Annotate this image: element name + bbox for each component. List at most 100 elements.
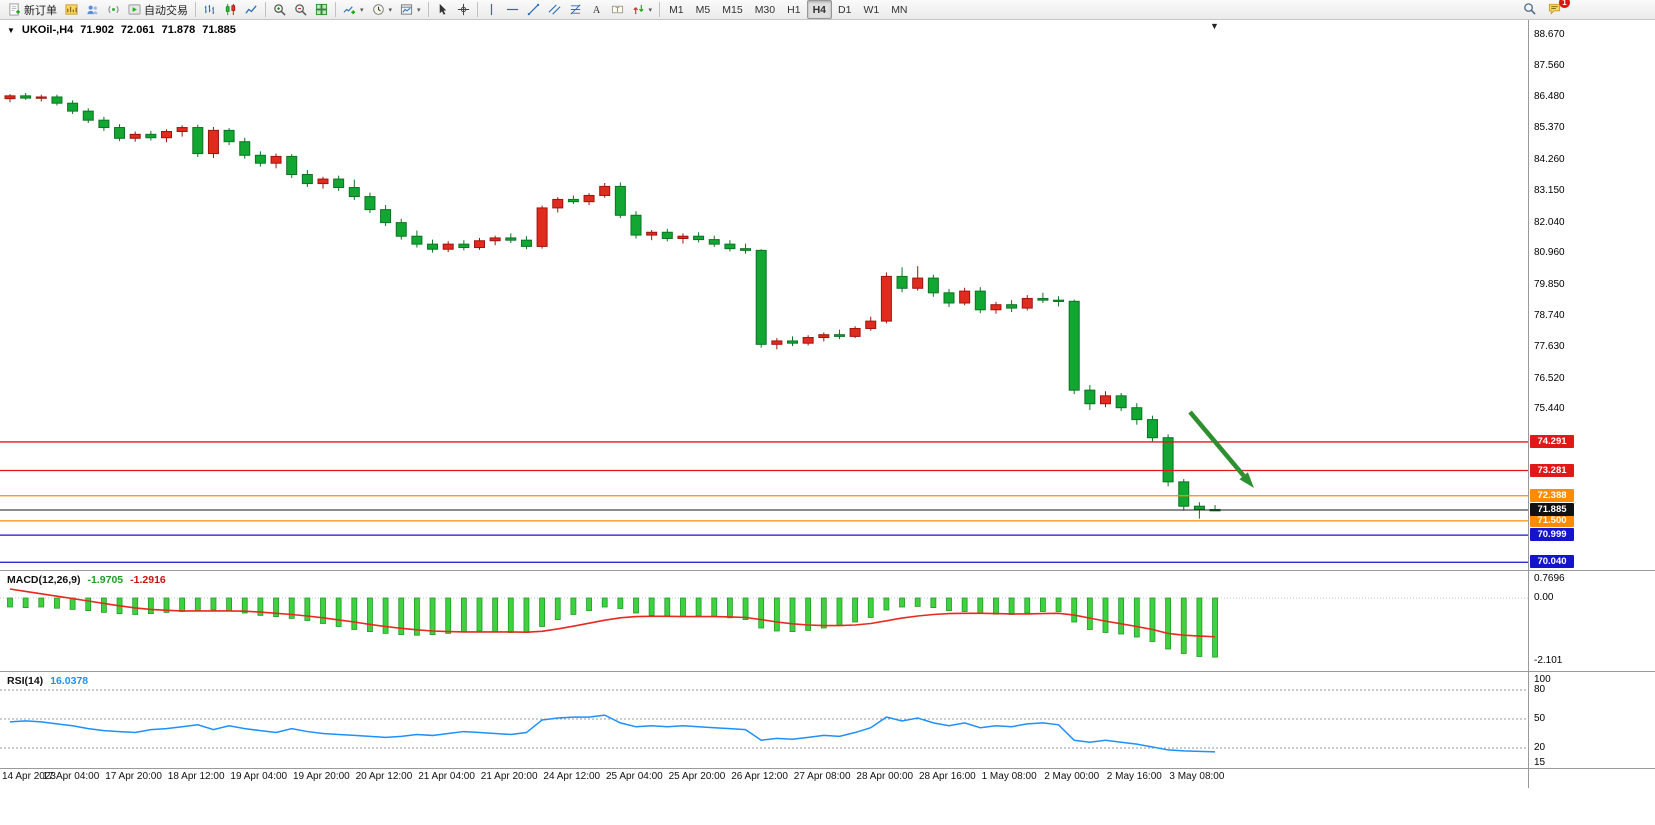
broadcast-button[interactable] [103,0,124,20]
timeframe-M30[interactable]: M30 [754,3,776,16]
price-chart[interactable] [0,20,1528,570]
candle-body [1084,389,1096,405]
candlestick-button[interactable] [220,0,241,20]
time-axis-label: 14 Apr 2023 [2,771,56,782]
timeframe-H4[interactable]: H4 [806,0,832,19]
price-scale-label: 83.150 [1534,185,1565,197]
time-axis[interactable]: 14 Apr 2023 17 Apr 04:00 17 Apr 20:00 18 Ap… [0,769,1528,788]
candle-body [207,129,219,155]
candle-body [20,95,32,99]
rsi-panel[interactable] [0,672,1528,768]
candle-body [98,119,110,129]
trendline-button[interactable] [523,0,544,20]
label-button[interactable]: T [607,0,628,20]
time-axis-label: 26 Apr 12:00 [731,771,788,782]
autotrade-button[interactable]: 自动交易 [124,0,192,20]
candle-body [286,155,298,176]
price-scale-label: 77.630 [1534,341,1565,353]
candle-body [1053,299,1065,302]
template-icon [400,3,413,16]
timeframe-H1[interactable]: H1 [787,3,801,16]
crosshair-button[interactable] [453,0,474,20]
new-order-icon [8,3,21,16]
candle-body [411,235,423,245]
timeframe-D1[interactable]: D1 [838,3,852,16]
autotrade-icon [128,3,141,16]
fibonacci-button[interactable] [565,0,586,20]
chart-shift-marker[interactable]: ▼ [1210,21,1219,31]
timeframe-MN[interactable]: MN [891,3,908,16]
arrow-tools-icon [632,3,645,16]
macd-scale-label: -2.101 [1534,655,1563,666]
vertical-line-button[interactable] [481,0,502,20]
candle-body [771,340,783,345]
text-button[interactable]: A [586,0,607,20]
timeframe-M5[interactable]: M5 [695,3,711,16]
candle-body [552,198,564,209]
time-axis-label: 19 Apr 20:00 [293,771,350,782]
candle-body [489,237,501,242]
tile-windows-icon [315,3,328,16]
search-button[interactable] [1519,0,1540,19]
candle-body [787,340,798,344]
candle-body [270,155,282,164]
period-button[interactable]: ▾ [368,0,397,20]
price-scale-label: 79.850 [1534,278,1565,290]
candle-body [51,96,63,104]
candle-body [192,127,204,155]
price-scale-label: 87.560 [1534,60,1565,72]
timeframe-W1[interactable]: W1 [863,3,880,16]
symbol-expander-icon[interactable]: ▼ [7,25,15,35]
candle-body [630,214,642,236]
macd-panel[interactable] [0,571,1528,671]
template-button[interactable]: ▾ [396,0,425,20]
price-scale-label: 76.520 [1534,372,1565,384]
bar-chart-button[interactable] [199,0,220,20]
candle-body [693,235,705,241]
price-scale-label: 84.260 [1534,153,1565,165]
panel-separator[interactable] [0,671,1655,672]
dropdown-caret-icon: ▾ [388,6,393,14]
equidistant-channel-icon [548,3,561,16]
line-chart-button[interactable] [241,0,262,20]
macd-scale-label: 0.7696 [1534,573,1565,584]
timeframe-M1[interactable]: M1 [669,3,684,16]
autotrade-label: 自动交易 [144,4,188,17]
candle-body [818,334,830,339]
candle-body [129,133,141,139]
horizontal-line-icon [506,3,519,16]
candle-body [442,243,454,250]
ohlc-low: 71.878 [161,24,196,36]
rsi-scale-label: 50 [1534,713,1546,724]
candle-body [974,290,986,311]
candle-body [317,178,329,185]
time-axis-label: 2 May 00:00 [1044,771,1100,782]
toolbar-separator [195,2,196,17]
dropdown-caret-icon: ▾ [648,6,653,14]
candle-body [646,231,658,236]
cursor-button[interactable] [432,0,453,20]
indicators-button[interactable]: ▾ [339,0,368,20]
candle-body [1021,297,1033,309]
arrow-annotation[interactable] [1188,410,1254,488]
equidistant-channel-button[interactable] [544,0,565,20]
broadcast-icon [107,3,120,16]
timeframe-M15[interactable]: M15 [722,3,743,16]
candle-body [520,239,532,247]
zoom-in-button[interactable] [269,0,290,20]
candle-body [1100,395,1111,405]
price-scale-label: 86.480 [1534,90,1565,102]
candle-body [896,275,908,289]
candle-body [755,249,767,345]
arrow-tools-button[interactable]: ▾ [628,0,657,20]
charts-button[interactable] [61,0,82,20]
macd-name: MACD(12,26,9) [7,574,81,586]
horizontal-line-button[interactable] [502,0,523,20]
zoom-out-button[interactable] [290,0,311,20]
panel-separator[interactable] [0,570,1655,571]
time-axis-label: 21 Apr 20:00 [480,771,538,782]
profile-button[interactable] [82,0,103,20]
new-order-button[interactable]: 新订单 [4,0,61,20]
tile-windows-button[interactable] [311,0,332,20]
price-scale[interactable]: 88.670 87.560 86.480 85.370 84.260 83.150 82.0… [1529,20,1655,788]
